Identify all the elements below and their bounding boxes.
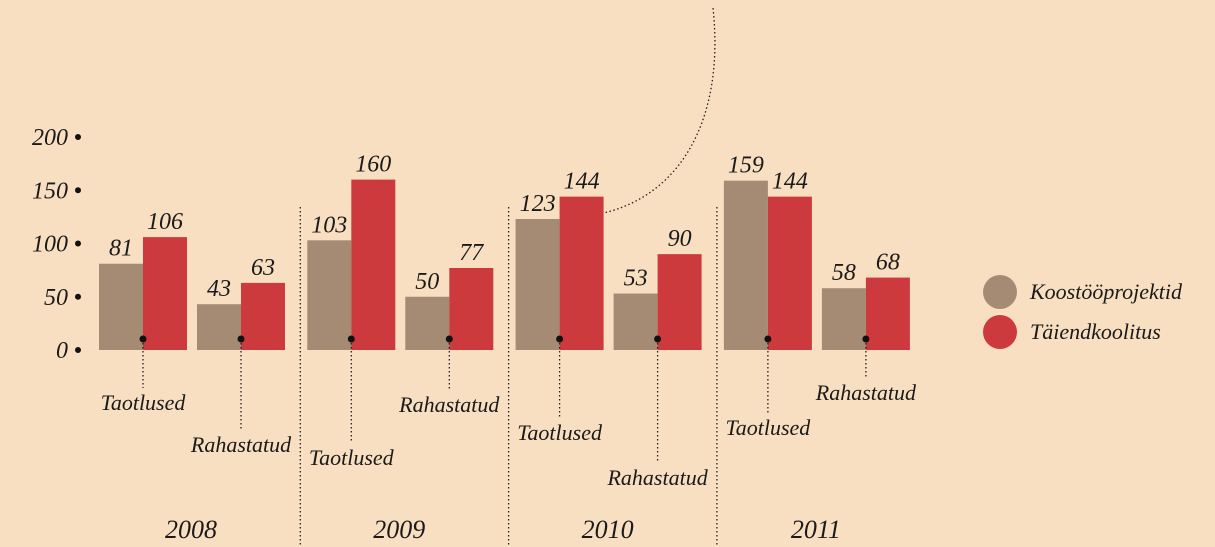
category-label: Rahastatud: [606, 465, 708, 490]
legend-label: Koostööprojektid: [1029, 279, 1183, 304]
bar: [241, 282, 285, 350]
bar: [723, 180, 768, 350]
bar: [197, 304, 241, 350]
category-label: Taotlused: [309, 445, 395, 470]
category-dot: [445, 335, 453, 343]
y-tick-label: 200: [32, 125, 68, 151]
year-label: 2011: [791, 515, 841, 544]
bar: [449, 267, 494, 350]
value-label: 103: [311, 212, 347, 238]
bar: [99, 263, 143, 350]
category-dot: [237, 335, 245, 343]
value-label: 160: [355, 152, 391, 178]
bar: [515, 219, 560, 350]
value-label: 68: [876, 250, 900, 276]
category-label: Rahastatud: [398, 392, 500, 417]
value-label: 144: [772, 169, 808, 195]
y-tick-mark: [75, 293, 81, 300]
bar: [307, 240, 352, 350]
legend-label: Täiendkoolitus: [1030, 319, 1161, 344]
value-label: 106: [147, 209, 183, 235]
year-label: 2009: [373, 515, 425, 544]
category-dot: [654, 335, 662, 343]
bar: [821, 288, 866, 350]
value-label: 77: [459, 240, 484, 266]
legend-swatch: [983, 275, 1017, 309]
y-tick-mark: [75, 240, 81, 247]
value-label: 53: [624, 266, 648, 292]
value-label: 123: [520, 191, 556, 217]
value-label: 43: [207, 276, 231, 302]
category-dot: [862, 335, 870, 343]
y-tick-label: 150: [32, 178, 68, 204]
category-dot: [764, 335, 772, 343]
value-label: 159: [728, 153, 764, 179]
value-label: 58: [832, 260, 856, 286]
category-label: Rahastatud: [190, 432, 292, 457]
value-label: 90: [668, 226, 692, 252]
y-tick-mark: [75, 187, 81, 194]
category-label: Taotlused: [517, 420, 603, 445]
category-dot: [139, 335, 147, 343]
bar: [405, 296, 450, 350]
year-label: 2010: [582, 515, 634, 544]
bar: [657, 254, 702, 350]
value-label: 81: [109, 236, 133, 262]
year-label: 2008: [165, 515, 217, 544]
category-label: Rahastatud: [815, 380, 917, 405]
bar: [613, 293, 658, 350]
y-tick-mark: [75, 134, 81, 140]
bar: [351, 179, 396, 350]
legend-swatch: [983, 315, 1017, 349]
category-dot: [556, 335, 564, 343]
value-label: 144: [564, 169, 600, 195]
y-tick-label: 100: [32, 232, 68, 258]
value-label: 50: [415, 269, 439, 295]
bar: [559, 196, 604, 350]
decorative-curve: [593, 7, 716, 216]
category-label: Taotlused: [101, 390, 187, 415]
bar: [865, 277, 910, 350]
y-tick-label: 50: [44, 285, 68, 311]
category-label: Taotlused: [726, 415, 812, 440]
bar: [767, 196, 812, 350]
category-dot: [347, 335, 355, 343]
value-label: 63: [251, 255, 275, 281]
y-tick-mark: [75, 347, 81, 353]
y-tick-label: 0: [56, 338, 68, 364]
bar: [143, 237, 187, 350]
